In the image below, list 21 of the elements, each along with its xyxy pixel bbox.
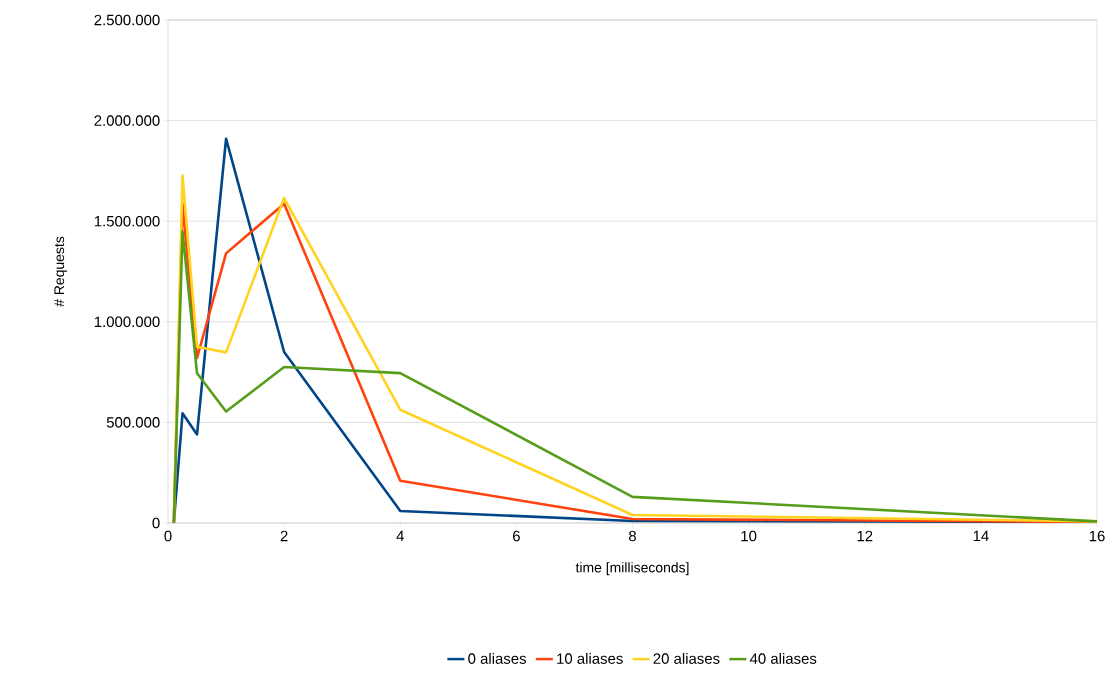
x-axis-title: time [milliseconds] xyxy=(575,562,689,576)
y-tick-label: 2.500.000 xyxy=(94,14,160,26)
legend-label: 10 aliases xyxy=(557,652,623,664)
y-tick-label: 2.000.000 xyxy=(94,115,160,126)
y-tick-label: 0 xyxy=(152,517,160,529)
x-tick-label: 2 xyxy=(280,530,288,542)
x-tick-label: 0 xyxy=(164,530,172,542)
x-tick-label: 14 xyxy=(973,530,989,542)
x-tick-label: 8 xyxy=(629,530,637,542)
y-tick-label: 500.000 xyxy=(106,417,160,428)
x-tick-label: 10 xyxy=(741,530,757,542)
x-tick-label: 12 xyxy=(857,530,873,542)
y-tick-label: 1.500.000 xyxy=(94,215,160,227)
legend-label: 20 aliases xyxy=(653,652,720,664)
x-tick-label: 16 xyxy=(1089,530,1105,542)
legend-label: 0 aliases xyxy=(468,652,527,664)
legend-label: 40 aliases xyxy=(749,652,817,664)
y-tick-label: 1.000.000 xyxy=(94,316,160,328)
x-tick-label: 4 xyxy=(396,530,404,542)
x-tick-label: 6 xyxy=(512,530,520,542)
y-axis-title: # Requests xyxy=(54,236,67,307)
